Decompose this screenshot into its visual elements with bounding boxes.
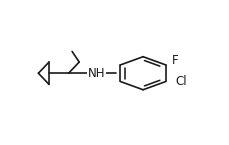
Text: Cl: Cl	[176, 75, 187, 88]
Text: F: F	[172, 54, 179, 67]
Text: NH: NH	[88, 67, 105, 80]
